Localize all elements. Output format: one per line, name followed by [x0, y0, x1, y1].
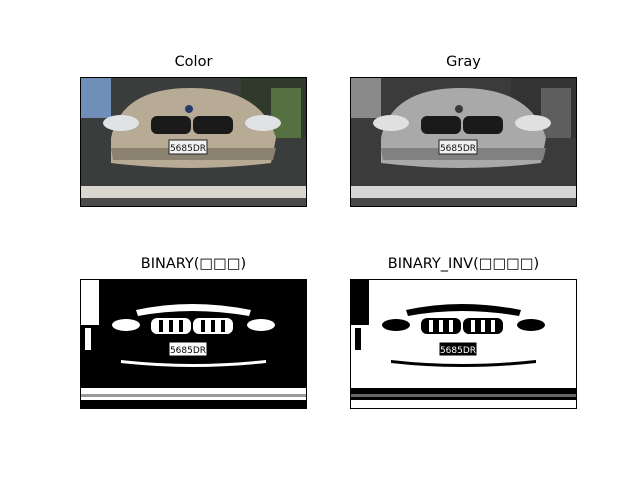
plate-text-color: 5685DR	[170, 144, 206, 154]
panel-title-gray: Gray	[446, 54, 481, 70]
image-panel-color: 5685DR	[80, 77, 307, 207]
image-panel-binary: 5685DR	[80, 279, 307, 409]
plate-text-binary: 5685DR	[170, 346, 206, 356]
panel-title-color: Color	[174, 54, 213, 70]
panel-title-binary-inv: BINARY_INV(□□□□)	[387, 256, 540, 272]
image-panel-gray: 5685DR	[350, 77, 577, 207]
plate-text-binary-inv: 5685DR	[440, 346, 476, 356]
image-panel-binary-inv: 5685DR	[350, 279, 577, 409]
plate-text-gray: 5685DR	[440, 144, 476, 154]
car-photo-binary: 5685DR	[81, 280, 306, 408]
car-photo-gray: 5685DR	[351, 78, 576, 206]
panel-title-binary: BINARY(□□□)	[140, 256, 247, 272]
car-photo-binary-inv: 5685DR	[351, 280, 576, 408]
car-photo-color: 5685DR	[81, 78, 306, 206]
